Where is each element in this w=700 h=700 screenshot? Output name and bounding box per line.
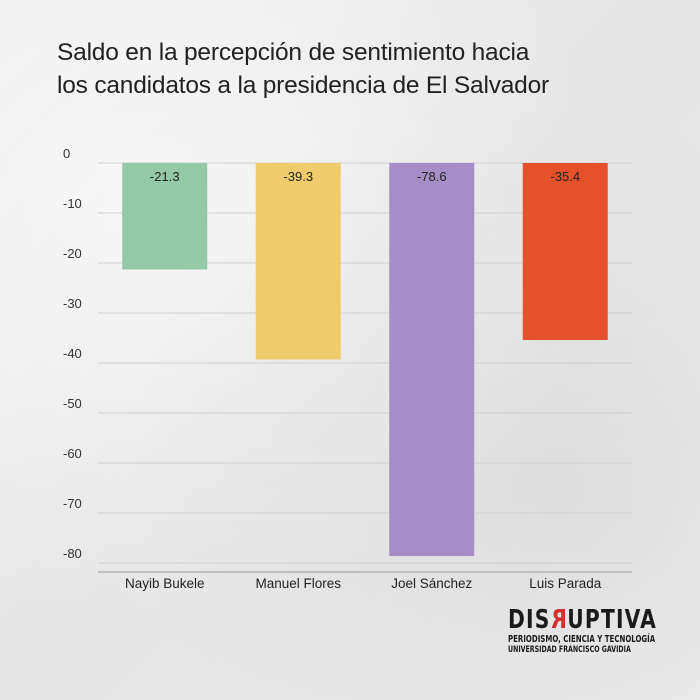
brand-university: UNIVERSIDAD FRANCISCO GAVIDIA bbox=[508, 645, 631, 655]
chart-title: Saldo en la percepción de sentimiento ha… bbox=[57, 36, 657, 102]
bar-value-label: -39.3 bbox=[283, 169, 313, 184]
x-category-label: Nayib Bukele bbox=[125, 576, 205, 591]
bar bbox=[255, 163, 341, 360]
y-tick-label: 0 bbox=[63, 146, 70, 161]
bar bbox=[389, 163, 475, 556]
bar-value-label: -21.3 bbox=[150, 169, 180, 184]
bars bbox=[122, 163, 608, 556]
y-tick-label: -50 bbox=[63, 396, 82, 411]
x-category-label: Luis Parada bbox=[529, 576, 602, 591]
x-axis-categories: Nayib Bukele Manuel Flores Joel Sánchez Lui… bbox=[125, 576, 602, 591]
brand-logo: DISRUPTIVA PERIODISMO, CIENCIA Y TECNOLO… bbox=[508, 605, 668, 656]
brand-accent-letter: R bbox=[550, 605, 568, 635]
y-tick-label: -20 bbox=[63, 246, 82, 261]
chart-title-line-2: los candidatos a la presidencia de El Sa… bbox=[57, 72, 549, 99]
bar bbox=[522, 163, 608, 340]
data-labels: -21.3 -39.3 -78.6 -35.4 bbox=[150, 169, 580, 184]
bar bbox=[122, 163, 208, 270]
brand-tagline: PERIODISMO, CIENCIA Y TECNOLOGÍA bbox=[508, 634, 656, 645]
bar-value-label: -35.4 bbox=[550, 169, 580, 184]
y-tick-label: -40 bbox=[63, 346, 82, 361]
y-tick-label: -10 bbox=[63, 196, 82, 211]
y-tick-label: -30 bbox=[63, 296, 82, 311]
y-tick-label: -60 bbox=[63, 446, 82, 461]
x-category-label: Joel Sánchez bbox=[391, 576, 472, 591]
x-category-label: Manuel Flores bbox=[255, 576, 341, 591]
bar-value-label: -78.6 bbox=[417, 169, 447, 184]
chart-title-line-1: Saldo en la percepción de sentimiento ha… bbox=[57, 39, 530, 66]
y-axis-ticks: 0 -10 -20 -30 -40 -50 -60 -70 -80 bbox=[63, 146, 82, 561]
y-tick-label: -80 bbox=[63, 546, 82, 561]
y-tick-label: -70 bbox=[63, 496, 82, 511]
brand-name: DISRUPTIVA bbox=[508, 605, 658, 635]
